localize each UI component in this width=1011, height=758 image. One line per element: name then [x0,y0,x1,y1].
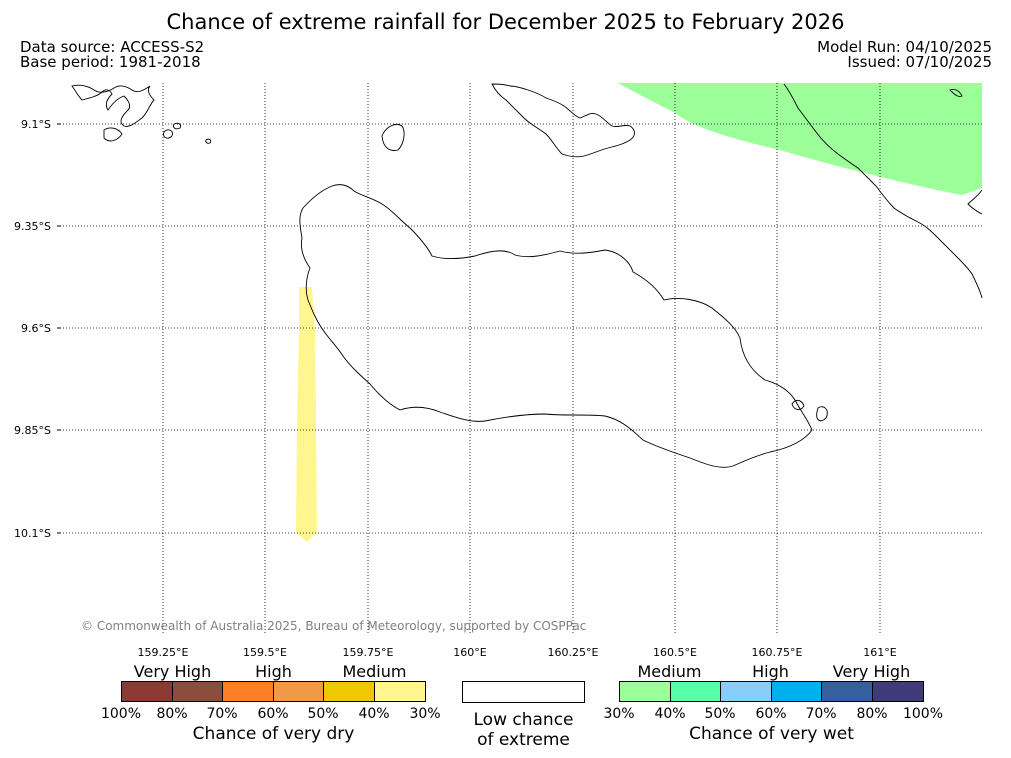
wet-tick: 40% [654,706,686,722]
lat-label: 9.85°S [14,424,51,437]
dry-swatch [121,681,173,702]
lon-label: 159.75°E [343,646,394,659]
malaita-east [949,89,983,215]
very-dry-region [296,287,317,542]
wet-caption: Chance of very wet [689,724,854,744]
dry-cat-medium: Medium [342,662,407,681]
model-run: Model Run: 04/10/2025 [817,38,992,56]
dry-tick: 80% [156,706,188,722]
dry-tick: 30% [409,706,441,722]
malaita-coast [783,83,983,299]
lon-label: 160.5°E [653,646,697,659]
wet-cat-medium: Medium [637,662,702,681]
low-chance-swatch [462,681,585,703]
chart-title: Chance of extreme rainfall for December … [166,10,845,34]
wet-swatch [771,681,822,702]
wet-tick: 100% [902,706,944,722]
gridlines [57,83,982,635]
island-1 [381,124,405,151]
lon-label: 160.75°E [752,646,803,659]
low-chance-line2: of extreme [477,730,570,750]
guadalcanal-coast [299,184,813,468]
dry-cat-very-high: Very High [133,662,212,681]
lat-label: 9.6°S [21,322,51,335]
dry-swatch [172,681,223,702]
dry-tick: 60% [257,706,289,722]
lon-label: 160°E [453,646,486,659]
coastlines [71,83,983,468]
florida-islands-west [71,84,155,127]
florida-islands-south [103,122,181,142]
marau-islets [791,399,828,422]
wet-swatch [619,681,671,702]
wet-tick: 60% [755,706,787,722]
dry-swatch [374,681,426,702]
dry-swatch [323,681,375,702]
very-wet-region [618,83,982,195]
wet-tick: 30% [603,706,635,722]
wet-swatch [872,681,924,702]
malaita-west-islands [491,83,635,158]
dry-swatch [222,681,274,702]
dry-tick: 70% [206,706,238,722]
low-chance-line1: Low chance [473,710,574,730]
lat-ticks [57,123,61,534]
wet-colorbar [619,681,924,703]
lat-labels: 9.1°S 9.35°S 9.6°S 9.85°S 10.1°S [14,118,51,540]
low-chance-label: Low chance of extreme [452,710,595,750]
meta-left: Data source: ACCESS-S2 Base period: 1981… [20,40,204,70]
dry-cat-high: High [255,662,292,681]
lon-label: 160.25°E [548,646,599,659]
wet-cat-high: High [752,662,789,681]
lon-label: 161°E [863,646,896,659]
lat-label: 9.35°S [14,220,51,233]
wet-cat-very-high: Very High [832,662,911,681]
copyright: © Commonwealth of Australia 2025, Bureau… [81,619,587,633]
dry-tick: 40% [358,706,390,722]
lon-labels: 159.25°E 159.5°E 159.75°E 160°E 160.25°E… [138,646,897,659]
issued-date: Issued: 07/10/2025 [847,53,992,71]
island-2 [205,138,212,144]
data-source: Data source: ACCESS-S2 [20,38,205,56]
wet-swatch [670,681,721,702]
wet-tick: 80% [856,706,888,722]
dry-colorbar [121,681,426,703]
lat-label: 9.1°S [21,118,51,131]
lon-label: 159.25°E [138,646,189,659]
dry-caption: Chance of very dry [192,724,355,744]
wet-tick: 70% [805,706,837,722]
wet-swatch [720,681,772,702]
meta-right: Model Run: 04/10/2025 Issued: 07/10/2025 [817,40,992,70]
dry-swatch [273,681,324,702]
dry-tick: 100% [100,706,142,722]
wet-tick: 50% [704,706,736,722]
lat-label: 10.1°S [14,527,51,540]
base-period: Base period: 1981-2018 [20,53,201,71]
lon-label: 159.5°E [243,646,287,659]
wet-swatch [821,681,873,702]
dry-tick: 50% [307,706,339,722]
